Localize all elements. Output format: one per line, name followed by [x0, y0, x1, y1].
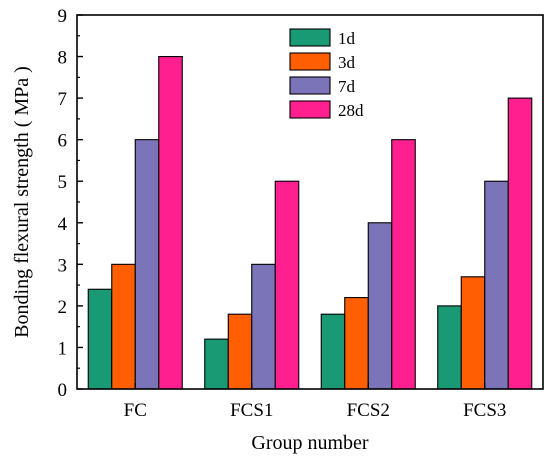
- bars-group: [87, 56, 533, 390]
- legend: 1d 3d 7d 28d: [289, 28, 364, 120]
- bar-28d-FCS3: [507, 97, 533, 390]
- bar-1d-FCS1: [204, 338, 229, 390]
- legend-swatch-7d: [289, 76, 331, 95]
- bar-7d-FCS3: [484, 180, 509, 390]
- x-axis: FC FCS1 FCS2 FCS3: [124, 383, 506, 421]
- x-tick-label: FCS3: [463, 400, 506, 421]
- legend-label-3d: 3d: [338, 53, 356, 72]
- y-tick-label: 7: [58, 89, 68, 110]
- bar-3d-FC: [111, 263, 136, 390]
- y-tick-label: 9: [58, 6, 68, 27]
- bar-1d-FC: [87, 288, 113, 390]
- legend-swatch-28d: [289, 100, 331, 119]
- y-axis-title: Bonding flexural strength ( MPa ): [11, 66, 33, 338]
- y-tick-label: 8: [58, 48, 68, 69]
- bar-28d-FCS1: [274, 180, 300, 390]
- bar-3d-FCS2: [344, 297, 369, 390]
- y-tick-label: 3: [58, 255, 68, 276]
- bar-7d-FC: [134, 139, 160, 390]
- x-axis-title: Group number: [251, 432, 369, 454]
- bar-3d-FCS3: [460, 276, 486, 390]
- y-tick-label: 6: [58, 131, 68, 152]
- bar-7d-FCS2: [367, 222, 393, 390]
- legend-swatch-3d: [289, 52, 331, 71]
- bar-1d-FCS2: [320, 313, 346, 390]
- bar-7d-FCS1: [251, 263, 276, 390]
- legend-label-28d: 28d: [338, 101, 364, 120]
- bar-28d-FC: [158, 56, 183, 390]
- legend-label-7d: 7d: [338, 77, 356, 96]
- y-axis: 0 1 2 3 4 5 6 7 8 9: [58, 6, 83, 401]
- legend-label-1d: 1d: [338, 29, 356, 48]
- bar-3d-FCS1: [227, 313, 253, 390]
- x-tick-label: FC: [124, 400, 147, 421]
- x-tick-label: FCS2: [347, 400, 390, 421]
- legend-swatch-1d: [289, 28, 331, 47]
- y-tick-label: 5: [58, 172, 68, 193]
- bar-28d-FCS2: [391, 139, 416, 390]
- y-tick-label: 4: [58, 214, 68, 235]
- y-tick-label: 0: [58, 380, 68, 401]
- y-tick-label: 1: [58, 338, 68, 359]
- x-tick-label: FCS1: [230, 400, 273, 421]
- bar-1d-FCS3: [437, 305, 462, 390]
- y-tick-label: 2: [58, 297, 68, 318]
